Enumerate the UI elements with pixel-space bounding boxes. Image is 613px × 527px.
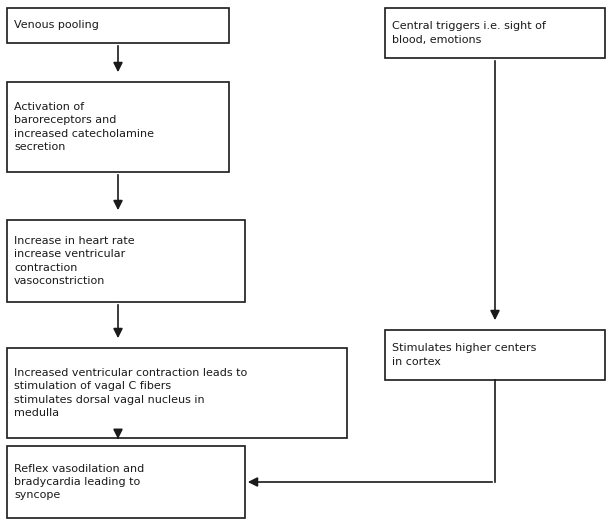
Text: Increased ventricular contraction leads to
stimulation of vagal C fibers
stimula: Increased ventricular contraction leads … (14, 368, 247, 418)
Text: Activation of
baroreceptors and
increased catecholamine
secretion: Activation of baroreceptors and increase… (14, 102, 154, 152)
Text: Reflex vasodilation and
bradycardia leading to
syncope: Reflex vasodilation and bradycardia lead… (14, 464, 144, 500)
Bar (385, 8, 605, 58)
Text: Central triggers i.e. sight of
blood, emotions: Central triggers i.e. sight of blood, em… (392, 22, 546, 45)
Bar (7, 348, 347, 438)
Bar (7, 220, 245, 302)
Text: Increase in heart rate
increase ventricular
contraction
vasoconstriction: Increase in heart rate increase ventricu… (14, 236, 135, 286)
Text: Stimulates higher centers
in cortex: Stimulates higher centers in cortex (392, 344, 536, 367)
Text: Venous pooling: Venous pooling (14, 21, 99, 31)
Bar (7, 82, 229, 172)
Bar (7, 8, 229, 43)
Bar (7, 446, 245, 518)
Bar (385, 330, 605, 380)
